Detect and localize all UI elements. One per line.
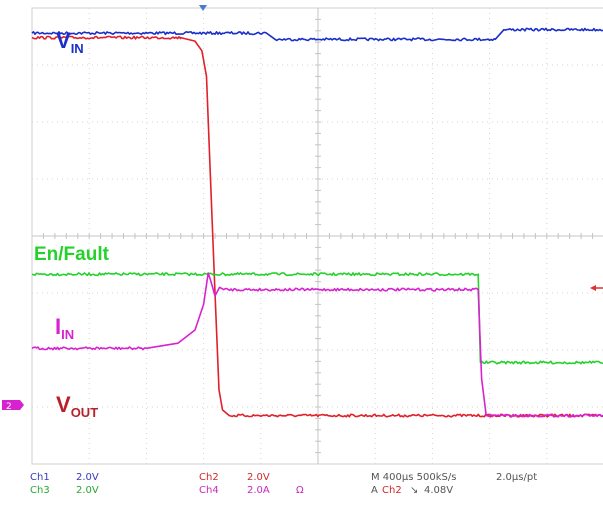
- timebase: M 400μs 500kS/s: [371, 472, 456, 483]
- trace-iin: [31, 272, 603, 418]
- trigger-prefix: A: [371, 485, 378, 496]
- readout-panel: Ch1 2.0V Ch3 2.0V Ch2 2.0V Ch4 2.0A Ω M …: [30, 472, 537, 496]
- trigger-position-marker: [199, 5, 207, 11]
- label-iin: IIN: [55, 314, 74, 342]
- ch1-name: Ch1: [30, 472, 50, 483]
- traces: [31, 27, 603, 418]
- label-vout: VOUT: [56, 392, 98, 420]
- trigger-slope: ↘: [410, 485, 418, 496]
- ch4-scale: 2.0A: [247, 485, 270, 496]
- trace-vin: [31, 27, 603, 42]
- ch2-reference-marker: 2: [2, 400, 24, 412]
- ch3-scale: 2.0V: [76, 485, 99, 496]
- trace-en-fault: [31, 272, 603, 365]
- ch4-name: Ch4: [199, 485, 219, 496]
- ch2-scale: 2.0V: [247, 472, 270, 483]
- ch3-name: Ch3: [30, 485, 50, 496]
- point-rate: 2.0μs/pt: [496, 472, 537, 483]
- label-vin: VIN: [56, 28, 84, 56]
- ch4-unit: Ω: [296, 485, 304, 496]
- ch2-name: Ch2: [199, 472, 219, 483]
- svg-text:2: 2: [6, 402, 12, 412]
- trigger-channel: Ch2: [382, 485, 402, 496]
- trigger-level: 4.08V: [424, 485, 453, 496]
- graticule: [31, 7, 603, 465]
- label-en-fault: En/Fault: [34, 244, 110, 265]
- ch1-scale: 2.0V: [76, 472, 99, 483]
- trigger-level-arrow: [590, 285, 603, 291]
